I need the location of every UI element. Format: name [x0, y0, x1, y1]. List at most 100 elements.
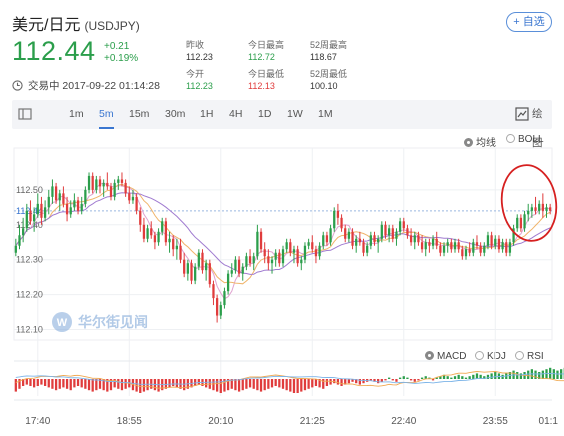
trading-status: 交易中 2017-09-22 01:14:28: [12, 78, 160, 93]
candle-body: [512, 228, 515, 243]
candle-body: [146, 228, 149, 239]
macd-bar: [417, 379, 420, 381]
candle-body: [497, 238, 501, 250]
candle-body: [259, 231, 263, 250]
macd-bar: [51, 379, 54, 389]
macd-option[interactable]: MACD: [425, 351, 466, 362]
candle-body: [314, 249, 318, 257]
layout-toggle-icon[interactable]: [18, 107, 32, 121]
x-axis: 17:40 18:55 20:10 21:25 22:40 23:55 01:1: [25, 416, 558, 427]
macd-bar: [472, 374, 475, 379]
candle-body: [197, 252, 200, 267]
macd-bar: [479, 374, 482, 379]
macd-bar: [106, 379, 109, 392]
candle-body: [102, 182, 105, 187]
macd-bar: [453, 376, 457, 379]
rsi-option[interactable]: RSI: [515, 351, 544, 362]
candle-body: [435, 238, 438, 246]
candle-body: [43, 207, 47, 218]
macd-bar: [519, 373, 523, 379]
macd-bar: [237, 379, 241, 392]
symbol-code: (USDJPY): [84, 19, 140, 33]
ma-option[interactable]: 均线: [464, 134, 496, 149]
macd-bar: [205, 379, 208, 388]
macd-bar: [69, 379, 72, 391]
candle-body: [142, 224, 146, 239]
macd-bar: [256, 379, 259, 391]
candle-body: [289, 242, 292, 253]
macd-bar: [32, 379, 36, 388]
period-4h[interactable]: 4H: [229, 108, 243, 120]
macd-bar: [270, 379, 274, 388]
candle-body: [296, 249, 299, 264]
candle-body: [95, 179, 98, 190]
period-5m[interactable]: 5m: [99, 100, 114, 129]
macd-bar: [124, 379, 127, 389]
draw-tool-icon[interactable]: [515, 107, 529, 121]
candle-body: [109, 186, 113, 197]
macd-bar: [340, 379, 343, 386]
kdj-option[interactable]: KDJ: [475, 351, 506, 362]
candle-body: [329, 228, 332, 243]
candle-body: [36, 203, 39, 215]
macd-bar: [457, 374, 460, 379]
period-1h[interactable]: 1H: [200, 108, 214, 120]
macd-bar: [73, 379, 76, 388]
add-watchlist-button[interactable]: + 自选: [506, 12, 552, 32]
macd-bar: [398, 377, 402, 379]
candle-body: [377, 238, 380, 243]
macd-bar: [303, 379, 307, 391]
boll-option[interactable]: BOLL: [506, 134, 544, 145]
candle-body: [475, 242, 479, 246]
period-1w[interactable]: 1W: [287, 108, 303, 120]
x-tick-label: 20:10: [208, 416, 233, 427]
quote-header: 美元/日元 (USDJPY) + 自选 112.44 +0.21 +0.19% 交…: [0, 0, 564, 100]
symbol-name: 美元/日元: [12, 17, 81, 34]
candle-body: [362, 242, 365, 253]
candle-body: [516, 217, 519, 229]
macd-bar: [538, 372, 541, 379]
macd-bar: [442, 374, 446, 379]
stat-label: 今日最高: [248, 40, 285, 50]
candle-body: [205, 263, 208, 271]
price-change: +0.21 +0.19%: [104, 41, 138, 65]
macd-bar: [325, 379, 329, 386]
candle-body: [161, 221, 164, 232]
period-1d[interactable]: 1D: [258, 108, 272, 120]
x-tick-label: 01:1: [539, 416, 559, 427]
macd-bar: [95, 379, 98, 391]
candle-body: [106, 182, 109, 187]
period-1mo[interactable]: 1M: [318, 108, 333, 120]
draw-tool-label[interactable]: 绘图: [532, 108, 543, 149]
candle-body: [263, 249, 266, 257]
rsi-label: RSI: [527, 351, 544, 362]
macd-bar: [245, 379, 248, 389]
candle-body: [22, 228, 25, 236]
candle-body: [267, 256, 270, 264]
macd-bar: [475, 373, 479, 379]
candle-body: [201, 252, 204, 271]
chart-grid: [13, 147, 553, 401]
period-30m[interactable]: 30m: [165, 108, 186, 120]
candle-body: [18, 235, 21, 246]
candle-body: [87, 175, 91, 190]
macd-bar: [40, 379, 43, 385]
candle-body: [446, 242, 449, 246]
candle-body: [322, 235, 325, 246]
candle-body: [340, 217, 343, 229]
candle-body: [391, 228, 394, 239]
candle-body: [131, 196, 135, 201]
x-tick-label: 18:55: [117, 416, 142, 427]
macd-bar: [263, 379, 266, 391]
candle-body: [534, 207, 537, 211]
candle-body: [461, 249, 464, 257]
period-1m[interactable]: 1m: [69, 108, 84, 120]
macd-bar: [347, 379, 351, 384]
stat-label: 52周最低: [310, 69, 348, 79]
candle-body: [47, 196, 50, 208]
candle-body: [292, 249, 296, 253]
period-15m[interactable]: 15m: [129, 108, 150, 120]
stat-day-low: 今日最低 112.13: [248, 69, 284, 92]
candle-body: [285, 242, 288, 250]
